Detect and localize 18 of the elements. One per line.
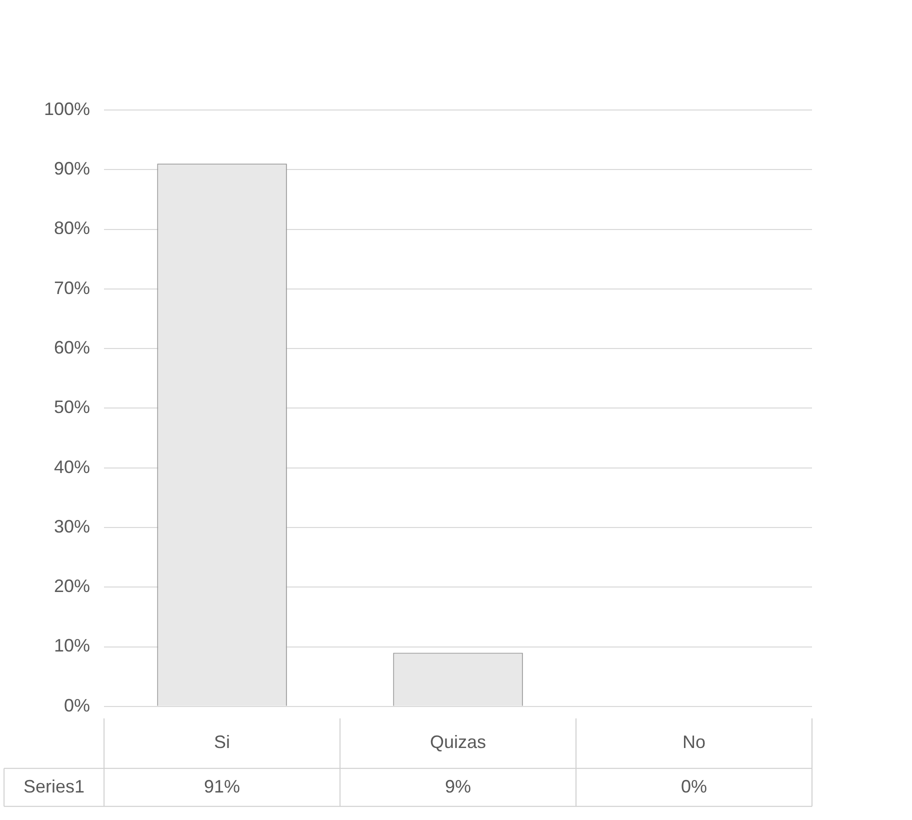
y-tick-label: 60% (54, 338, 90, 358)
y-tick-label: 70% (54, 278, 90, 298)
y-tick-label: 50% (54, 397, 90, 418)
y-tick-label: 100% (44, 98, 90, 119)
x-tick-label: Quizas (430, 732, 486, 752)
data-label: 91% (204, 776, 240, 796)
x-tick-label: Si (214, 732, 230, 752)
y-tick-label: 20% (54, 576, 90, 596)
y-tick-label: 10% (54, 636, 90, 656)
text: Series1 (24, 776, 85, 796)
data-label: 9% (445, 776, 472, 796)
x-tick-label: No (682, 732, 706, 752)
data-label: 0% (681, 776, 708, 796)
y-tick-label: 90% (54, 158, 90, 179)
y-tick-label: 80% (54, 218, 90, 238)
y-tick-label: 30% (54, 516, 90, 536)
y-tick-label: 0% (64, 695, 90, 716)
y-tick-label: 40% (54, 456, 90, 477)
